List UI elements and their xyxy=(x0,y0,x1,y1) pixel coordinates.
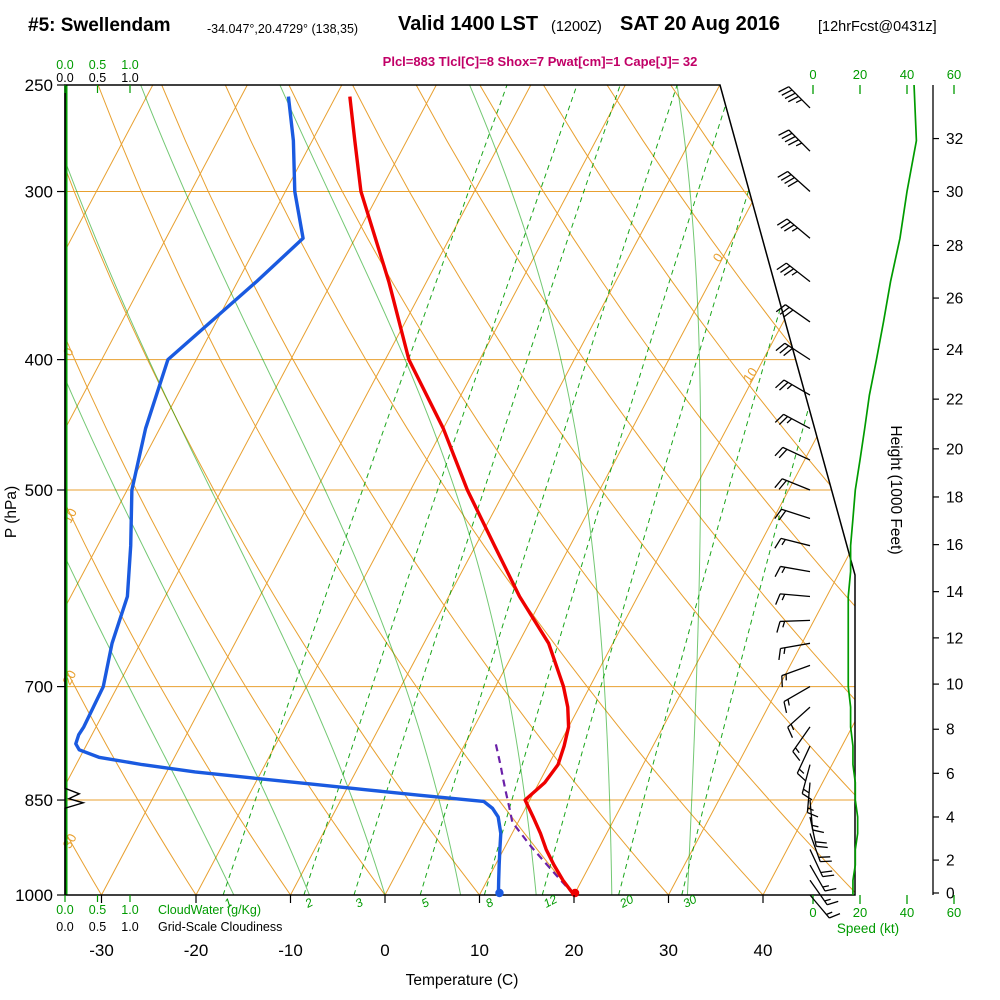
svg-text:10: 10 xyxy=(740,365,761,385)
svg-text:14: 14 xyxy=(946,584,964,601)
svg-text:8: 8 xyxy=(483,895,496,911)
svg-text:0.0: 0.0 xyxy=(56,903,73,917)
svg-text:0.5: 0.5 xyxy=(89,71,106,85)
svg-text:-10: -10 xyxy=(58,506,80,530)
svg-text:0.5: 0.5 xyxy=(89,920,106,934)
svg-text:30: 30 xyxy=(946,184,964,201)
svg-text:CloudWater (g/Kg): CloudWater (g/Kg) xyxy=(158,903,261,917)
svg-text:22: 22 xyxy=(946,392,963,409)
svg-text:0.5: 0.5 xyxy=(89,58,106,72)
svg-text:4: 4 xyxy=(946,809,955,826)
svg-text:850: 850 xyxy=(25,791,53,810)
svg-text:0: 0 xyxy=(946,886,955,903)
svg-text:16: 16 xyxy=(946,537,963,554)
skewt-grid xyxy=(65,85,855,895)
svg-text:18: 18 xyxy=(946,489,963,506)
temperature-line xyxy=(348,96,576,895)
valid-time: Valid 1400 LST xyxy=(398,13,539,35)
svg-text:5: 5 xyxy=(419,895,432,911)
svg-text:Height (1000 Feet): Height (1000 Feet) xyxy=(887,425,904,554)
svg-text:0: 0 xyxy=(710,250,726,264)
stability-indices: Plcl=883 Tlcl[C]=8 Shox=7 Pwat[cm]=1 Cap… xyxy=(382,54,698,69)
forecast-init-info: [12hrFcst@0431z] xyxy=(818,19,937,35)
svg-text:700: 700 xyxy=(25,678,53,697)
dewpoint-line xyxy=(74,96,503,895)
svg-text:0: 0 xyxy=(809,67,816,82)
svg-text:0.5: 0.5 xyxy=(89,903,106,917)
svg-text:28: 28 xyxy=(946,238,963,255)
parcel-line xyxy=(494,740,575,895)
svg-text:8: 8 xyxy=(946,722,955,739)
svg-text:1.0: 1.0 xyxy=(121,920,138,934)
svg-text:0: 0 xyxy=(380,941,389,960)
svg-text:26: 26 xyxy=(946,291,963,308)
svg-text:40: 40 xyxy=(900,67,914,82)
svg-text:Temperature (C): Temperature (C) xyxy=(406,972,519,989)
svg-text:30: 30 xyxy=(659,941,678,960)
svg-text:-30: -30 xyxy=(89,941,114,960)
svg-text:3: 3 xyxy=(353,895,366,911)
svg-text:250: 250 xyxy=(25,76,53,95)
wind-barbs xyxy=(774,86,841,919)
svg-text:12: 12 xyxy=(541,892,560,911)
svg-text:0.0: 0.0 xyxy=(56,920,73,934)
svg-text:Grid-Scale Cloudiness: Grid-Scale Cloudiness xyxy=(158,920,282,934)
svg-text:0.0: 0.0 xyxy=(56,58,73,72)
valid-zulu-time: (1200Z) xyxy=(551,19,602,35)
svg-text:12: 12 xyxy=(946,630,963,647)
svg-text:1000: 1000 xyxy=(15,886,53,905)
surface-dewpoint-dot xyxy=(495,888,504,898)
svg-text:40: 40 xyxy=(900,905,914,920)
svg-text:32: 32 xyxy=(946,131,963,148)
svg-text:2: 2 xyxy=(946,853,955,870)
surface-temp-dot xyxy=(570,888,580,898)
svg-text:500: 500 xyxy=(25,481,53,500)
svg-text:20: 20 xyxy=(565,941,584,960)
cloud-scales: 0.00.00.00.00.50.50.50.51.01.01.01.0Clou… xyxy=(56,58,282,934)
svg-text:-10: -10 xyxy=(278,941,303,960)
svg-text:400: 400 xyxy=(25,351,53,370)
sounding-profiles xyxy=(74,96,576,895)
mixing-ratio-labels: 1 2 3 5 8 12 20 30 xyxy=(222,892,699,911)
station-title: #5: Swellendam xyxy=(28,15,171,36)
svg-text:10: 10 xyxy=(946,677,964,694)
valid-date: SAT 20 Aug 2016 xyxy=(620,13,781,35)
svg-text:20: 20 xyxy=(617,892,637,911)
svg-text:20: 20 xyxy=(853,67,867,82)
svg-text:300: 300 xyxy=(25,183,53,202)
svg-text:40: 40 xyxy=(754,941,773,960)
svg-text:0: 0 xyxy=(809,905,816,920)
svg-text:30: 30 xyxy=(681,892,700,911)
svg-text:6: 6 xyxy=(946,766,955,783)
svg-text:60: 60 xyxy=(947,67,961,82)
svg-text:24: 24 xyxy=(946,342,964,359)
svg-text:60: 60 xyxy=(947,905,961,920)
svg-text:1.0: 1.0 xyxy=(121,71,138,85)
svg-text:P (hPa): P (hPa) xyxy=(3,486,20,538)
svg-text:1.0: 1.0 xyxy=(121,58,138,72)
plot-boundary xyxy=(64,84,856,896)
svg-text:Speed (kt): Speed (kt) xyxy=(837,921,899,936)
svg-text:-20: -20 xyxy=(184,941,209,960)
svg-text:20: 20 xyxy=(946,441,964,458)
station-coords: -34.047°,20.4729° (138,35) xyxy=(207,22,359,36)
svg-text:0.0: 0.0 xyxy=(56,71,73,85)
svg-text:10: 10 xyxy=(470,941,489,960)
svg-text:20: 20 xyxy=(853,905,867,920)
speed-profile-line xyxy=(847,84,918,895)
svg-text:2: 2 xyxy=(302,895,316,911)
svg-text:1.0: 1.0 xyxy=(121,903,138,917)
svg-text:0: 0 xyxy=(60,345,77,358)
